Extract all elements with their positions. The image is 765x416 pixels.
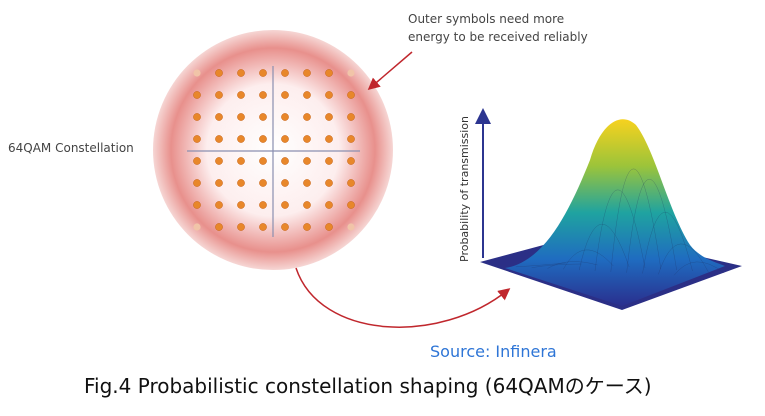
symbol-point <box>303 113 311 121</box>
symbol-point <box>347 69 355 77</box>
symbol-point <box>193 179 201 187</box>
probability-axis-label: Probability of transmission <box>458 116 471 262</box>
symbol-point <box>215 135 223 143</box>
symbol-point <box>347 113 355 121</box>
gaussian-surface <box>505 119 725 306</box>
symbol-point <box>237 91 245 99</box>
symbol-point <box>259 223 267 231</box>
symbol-point <box>215 223 223 231</box>
annotation-arrow <box>367 51 413 90</box>
symbol-point <box>325 223 333 231</box>
mesh-line <box>531 263 582 268</box>
symbol-point <box>237 201 245 209</box>
source: Source: Infinera <box>430 342 557 361</box>
symbol-point <box>347 91 355 99</box>
symbol-point <box>347 135 355 143</box>
symbol-point <box>281 69 289 77</box>
mesh-line <box>578 223 630 271</box>
symbol-point <box>303 201 311 209</box>
symbol-point <box>347 157 355 165</box>
symbol-point <box>347 179 355 187</box>
mesh-line <box>658 243 709 275</box>
symbol-point <box>259 157 267 165</box>
symbol-point <box>237 113 245 121</box>
symbol-point <box>281 157 289 165</box>
symbol-point <box>193 69 201 77</box>
caption: Fig.4 Probabilistic constellation shapin… <box>84 374 652 398</box>
symbol-point <box>215 91 223 99</box>
symbol-point <box>303 91 311 99</box>
annotation-line: energy to be received reliably <box>408 30 588 44</box>
symbol-point <box>281 135 289 143</box>
symbol-point <box>237 157 245 165</box>
symbol-point <box>215 201 223 209</box>
symbol-point <box>303 223 311 231</box>
symbol-point <box>237 179 245 187</box>
symbol-point <box>259 201 267 209</box>
symbol-point <box>193 91 201 99</box>
symbol-point <box>259 135 267 143</box>
symbol-point <box>259 91 267 99</box>
symbol-point <box>303 69 311 77</box>
symbol-point <box>303 157 311 165</box>
symbol-point <box>215 179 223 187</box>
symbol-point <box>281 179 289 187</box>
mesh-line <box>547 261 598 269</box>
symbol-point <box>259 113 267 121</box>
transform-arrow <box>295 267 511 328</box>
symbol-point <box>259 179 267 187</box>
symbol-point <box>303 135 311 143</box>
constellation-points <box>193 69 355 231</box>
symbol-point <box>193 113 201 121</box>
symbol-point <box>281 91 289 99</box>
symbol-point <box>347 223 355 231</box>
symbol-point <box>259 69 267 77</box>
symbol-point <box>193 135 201 143</box>
symbol-point <box>193 223 201 231</box>
symbol-point <box>193 201 201 209</box>
symbol-point <box>237 223 245 231</box>
symbol-point <box>325 157 333 165</box>
symbol-point <box>237 135 245 143</box>
symbol-point <box>325 91 333 99</box>
symbol-point <box>325 69 333 77</box>
symbol-point <box>325 179 333 187</box>
symbol-point <box>281 201 289 209</box>
symbol-point <box>281 223 289 231</box>
mesh-line <box>594 189 646 272</box>
constellation-label: 64QAM Constellation <box>8 141 134 155</box>
symbol-point <box>325 135 333 143</box>
mesh-line <box>563 249 614 270</box>
mesh-line <box>610 168 662 272</box>
symbol-point <box>281 113 289 121</box>
symbol-point <box>215 113 223 121</box>
symbol-point <box>193 157 201 165</box>
symbol-point <box>237 69 245 77</box>
symbol-point <box>215 157 223 165</box>
symbol-point <box>347 201 355 209</box>
mesh-line <box>515 262 566 268</box>
symbol-point <box>325 113 333 121</box>
symbol-point <box>325 201 333 209</box>
symbol-point <box>215 69 223 77</box>
mesh-line <box>673 261 725 276</box>
mesh-line <box>642 211 693 274</box>
symbol-point <box>303 179 311 187</box>
annotation-line: Outer symbols need more <box>408 12 564 26</box>
